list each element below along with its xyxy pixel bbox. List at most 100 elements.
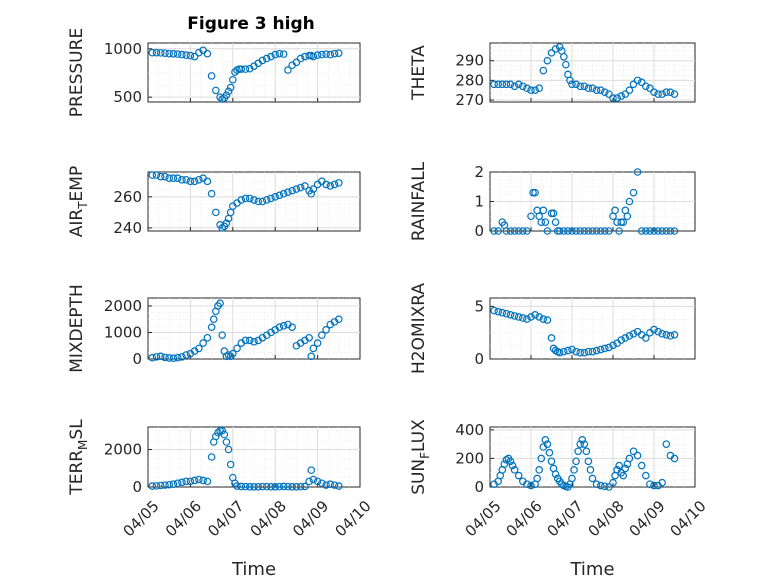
data-point	[559, 52, 568, 61]
data-point	[279, 189, 288, 198]
data-point	[588, 474, 597, 483]
data-point	[161, 353, 169, 362]
y-axis-label-7: SUNFLUX	[409, 419, 432, 495]
axes-box	[489, 297, 696, 360]
data-point	[572, 457, 580, 466]
data-point	[559, 227, 568, 235]
data-point	[535, 84, 544, 93]
data-point	[654, 327, 662, 336]
data-point	[527, 212, 535, 221]
data-point	[212, 432, 220, 441]
data-point	[586, 466, 595, 474]
data-point	[584, 84, 593, 93]
data-point	[523, 84, 531, 93]
data-point	[212, 208, 220, 217]
data-point	[666, 88, 675, 96]
data-point	[494, 307, 503, 316]
data-point	[559, 347, 568, 356]
data-point	[318, 479, 326, 488]
data-point	[334, 315, 343, 324]
data-point	[527, 313, 535, 321]
data-point	[182, 175, 190, 184]
data-point	[207, 453, 216, 461]
data-point	[576, 440, 585, 448]
data-point	[309, 475, 318, 484]
data-point	[165, 354, 174, 362]
data-point	[195, 175, 203, 184]
data-point	[547, 49, 556, 57]
data-point	[609, 341, 617, 350]
data-point	[609, 94, 617, 102]
data-point	[216, 299, 224, 308]
data-point	[533, 474, 541, 483]
data-point	[271, 483, 280, 491]
data-point	[625, 332, 634, 340]
data-point	[245, 483, 254, 491]
data-point	[245, 194, 254, 203]
data-point	[275, 49, 284, 58]
data-point	[582, 447, 591, 456]
data-point	[568, 345, 576, 354]
data-point	[570, 466, 578, 474]
y-tick-label: 5	[474, 297, 484, 315]
data-point	[203, 177, 212, 186]
data-point	[195, 344, 203, 353]
y-tick-label: 290	[455, 52, 484, 70]
data-point	[169, 480, 178, 488]
data-point	[203, 333, 212, 342]
data-point	[658, 90, 667, 98]
data-point	[169, 174, 178, 183]
data-point	[284, 66, 292, 74]
data-point	[313, 477, 322, 486]
data-point	[574, 447, 582, 456]
subplot-2: 240 260 AIRTEMP	[67, 166, 361, 237]
data-point	[670, 331, 679, 339]
data-point	[600, 227, 609, 235]
data-point	[629, 447, 638, 456]
data-point	[539, 206, 548, 215]
data-point	[502, 456, 511, 464]
data-point	[510, 227, 519, 235]
data-point	[547, 209, 556, 218]
data-point	[305, 51, 313, 60]
data-point	[641, 471, 650, 480]
data-point	[623, 212, 632, 221]
data-point	[195, 475, 203, 484]
data-point	[562, 60, 570, 69]
data-point	[326, 50, 335, 59]
data-point	[502, 80, 511, 89]
data-point	[288, 186, 296, 195]
data-point	[605, 483, 613, 491]
data-point	[216, 426, 224, 435]
data-point	[182, 351, 190, 359]
data-point	[309, 344, 318, 353]
data-point	[237, 196, 246, 204]
data-point	[199, 339, 207, 347]
y-tick-label: 400	[455, 421, 484, 439]
data-point	[262, 482, 271, 491]
data-point	[288, 483, 296, 491]
data-point	[173, 353, 182, 362]
data-point	[633, 168, 642, 176]
y-axis-label-6: TERRMSL	[67, 419, 90, 496]
data-point	[258, 197, 267, 206]
data-point	[670, 227, 679, 235]
y-axis-label-4: MIXDEPTH	[67, 284, 87, 373]
data-point	[262, 196, 271, 204]
data-point	[543, 316, 552, 324]
data-point	[514, 80, 523, 89]
data-point	[518, 82, 527, 91]
data-point	[152, 48, 161, 57]
data-point	[207, 72, 216, 80]
data-point	[254, 197, 263, 206]
data-point	[629, 80, 638, 89]
data-point	[662, 88, 671, 96]
data-point	[284, 188, 292, 196]
data-point	[212, 86, 220, 95]
data-point	[596, 86, 605, 95]
data-point	[617, 92, 626, 100]
data-point	[588, 84, 597, 93]
y-axis-label-1: THETA	[409, 45, 429, 101]
data-point	[307, 189, 316, 198]
